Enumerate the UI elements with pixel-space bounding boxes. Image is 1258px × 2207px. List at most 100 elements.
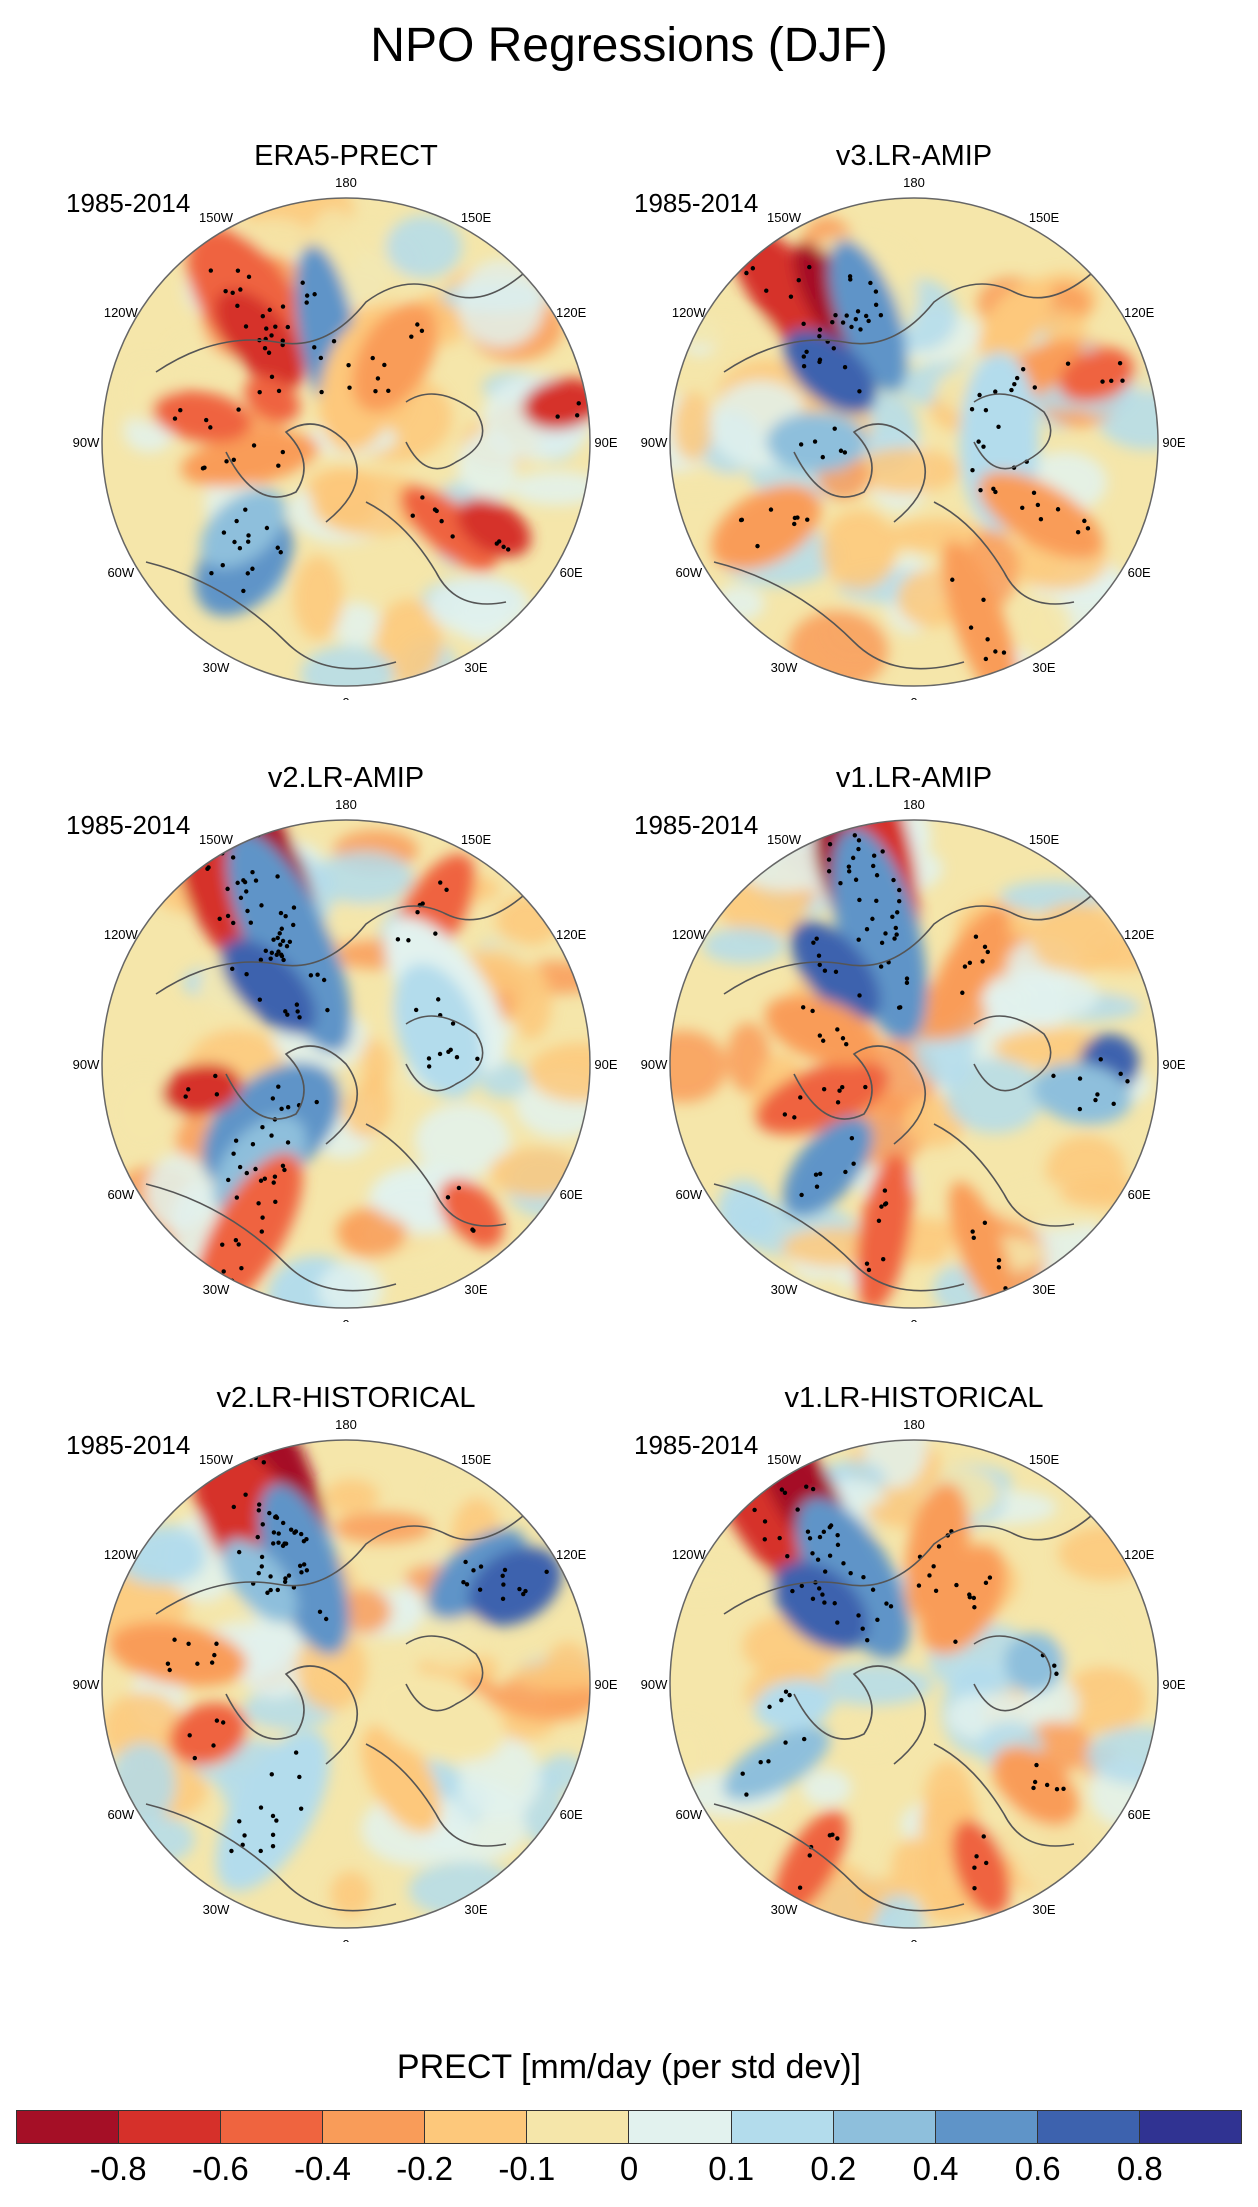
significance-dot	[916, 1583, 922, 1588]
precip-anomaly-region	[200, 488, 287, 568]
significance-dot	[800, 1005, 806, 1010]
significance-dot	[884, 1601, 889, 1606]
significance-dot	[304, 1536, 309, 1542]
panel-title: v1.LR-HISTORICAL	[784, 1382, 1044, 1414]
significance-dot	[1014, 375, 1020, 381]
significance-dot	[971, 1235, 976, 1240]
significance-dot	[258, 1805, 264, 1810]
significance-dot	[230, 855, 236, 860]
significance-dot	[752, 1507, 757, 1513]
longitude-label: 90W	[73, 1057, 100, 1072]
map-panel: ERA5-PRECT 1985-2014 180 150E 120E 90E 60E 30E 0…	[66, 140, 626, 700]
longitude-label: 60W	[107, 1187, 134, 1202]
significance-dot	[210, 820, 216, 822]
significance-dot	[904, 976, 910, 981]
precip-anomaly-region	[1058, 348, 1136, 403]
significance-dot	[204, 417, 209, 423]
longitude-label: 120W	[104, 305, 139, 320]
significance-dot	[261, 828, 267, 833]
longitude-label: 150E	[1029, 832, 1060, 847]
precip-anomaly-region	[755, 1060, 889, 1135]
longitude-label: 150E	[461, 832, 492, 847]
significance-dot	[832, 426, 837, 431]
precip-anomaly-region	[152, 390, 252, 443]
significance-dot	[833, 313, 838, 318]
significance-dot	[304, 300, 309, 305]
coastline	[145, 261, 537, 670]
significance-dot	[766, 1759, 771, 1764]
significance-dot	[231, 457, 237, 462]
colorbar-tick-label: -0.4	[294, 2150, 351, 2187]
map-panel: v2.LR-HISTORICAL 1985-2014 180 150E 120E 90E 6…	[66, 1382, 626, 1942]
significance-dot	[240, 1842, 245, 1848]
significance-dot	[231, 1151, 236, 1156]
longitude-label: 0	[910, 695, 917, 700]
significance-dot	[432, 507, 438, 512]
significance-dot	[277, 931, 282, 936]
precip-anomaly-patch	[314, 851, 414, 905]
colorbar-swatch	[119, 2111, 222, 2143]
significance-dot	[857, 993, 862, 998]
significance-dot	[792, 1115, 797, 1120]
significance-dot	[896, 1005, 902, 1010]
significance-dot	[798, 442, 804, 447]
significance-dot	[873, 289, 879, 294]
significance-dot	[817, 1033, 823, 1038]
significance-dot	[1065, 361, 1071, 366]
significance-dot	[1009, 387, 1014, 393]
significance-dot	[280, 449, 286, 455]
significance-dot	[967, 960, 973, 965]
significance-dot	[985, 949, 990, 955]
significance-dot	[270, 1813, 276, 1819]
longitude-label: 30E	[464, 1902, 487, 1917]
longitude-label: 90W	[641, 1677, 668, 1692]
significance-dot	[273, 1514, 278, 1520]
significance-dot	[589, 408, 590, 414]
longitude-label: 30E	[464, 660, 487, 675]
longitude-label: 30E	[1032, 1902, 1055, 1917]
significance-dot	[972, 1885, 977, 1891]
longitude-label: 150E	[461, 1452, 492, 1467]
significance-dot	[331, 338, 337, 344]
significance-dot	[821, 1529, 827, 1535]
significance-dot	[962, 964, 968, 969]
significance-dot	[847, 274, 853, 279]
significance-dot	[256, 1502, 262, 1507]
significance-dot	[258, 957, 264, 963]
longitude-label: 60W	[107, 1807, 134, 1822]
significance-dot	[897, 899, 902, 904]
significance-dot	[261, 1460, 266, 1465]
coastline	[145, 1503, 537, 1912]
significance-dot	[861, 1574, 866, 1580]
longitude-label: 60E	[1128, 1187, 1151, 1202]
precip-anomaly-patch	[293, 555, 343, 640]
significance-dot	[370, 355, 375, 361]
significance-dot	[236, 1242, 241, 1247]
significance-dot	[230, 290, 235, 296]
significance-dot	[496, 539, 502, 544]
significance-dot	[259, 1564, 264, 1569]
significance-dot	[830, 1832, 835, 1837]
colorbar-swatch	[1139, 2111, 1241, 2143]
significance-dot	[267, 1510, 272, 1516]
significance-dot	[970, 467, 975, 473]
longitude-label: 120E	[556, 1547, 587, 1562]
significance-dot	[279, 1106, 284, 1112]
significance-dot	[883, 931, 888, 936]
significance-dot	[810, 1551, 815, 1556]
significance-dot	[865, 1637, 870, 1643]
significance-dot	[974, 1854, 979, 1859]
significance-dot	[178, 408, 183, 413]
longitude-label: 90E	[594, 1677, 617, 1692]
polar-map: 180 150E 120E 90E 60E 30E 0 30W 60W 90W 120W 150W	[73, 175, 618, 700]
significance-dot	[280, 338, 285, 343]
significance-dot	[226, 1177, 231, 1183]
significance-dot	[880, 849, 885, 854]
longitude-label: 30E	[1032, 660, 1055, 675]
significance-dot	[517, 1586, 522, 1592]
colorbar-swatch	[833, 2111, 936, 2143]
significance-dot	[259, 1554, 265, 1560]
significance-dot	[256, 1508, 262, 1513]
significance-dot	[835, 1100, 841, 1105]
significance-dot	[843, 1169, 848, 1175]
